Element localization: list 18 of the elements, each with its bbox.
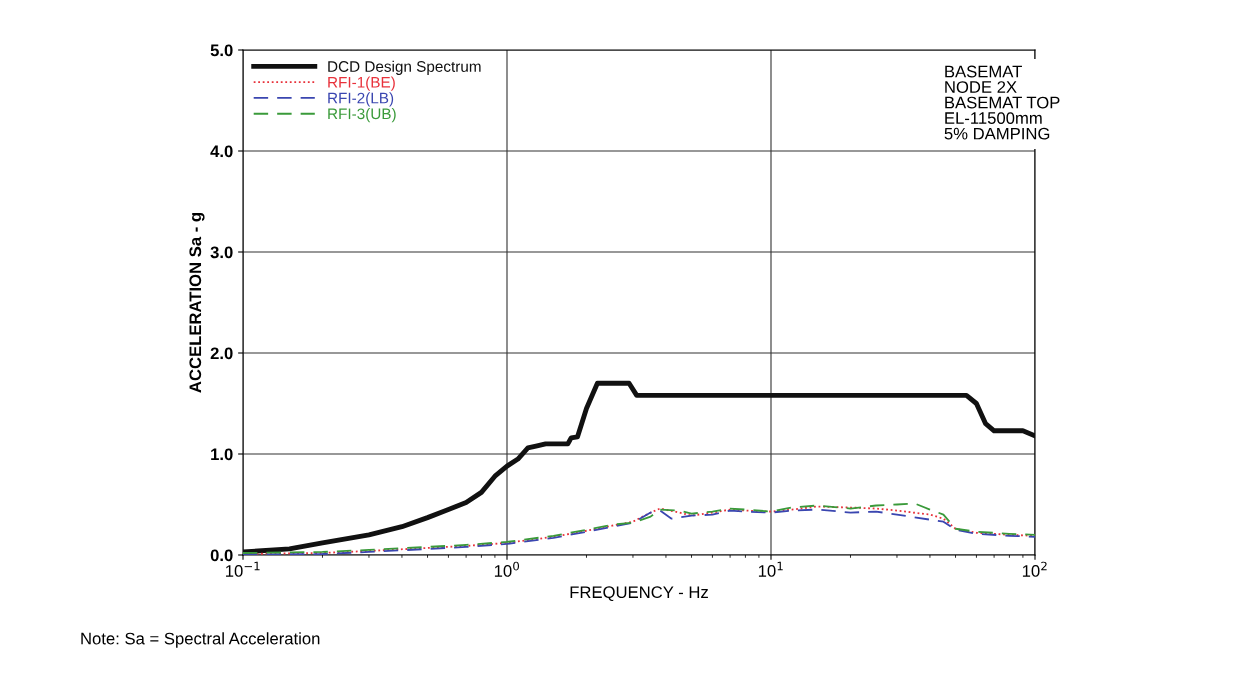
legend-label: RFI-1(BE)	[328, 76, 395, 91]
x-tick-label: 10$^{0}$	[494, 561, 520, 577]
y-axis-title: ACCELERATION Sa - g	[189, 213, 205, 393]
legend-label: RFI-3(UB)	[328, 108, 396, 123]
annotation: BASEMAT NODE 2X BASEMAT TOP EL-11500mm 5% DAMPING	[944, 65, 1060, 140]
y-tick-label: 4.0	[210, 145, 233, 158]
y-tick-label: 5.0	[210, 44, 233, 57]
x-axis-title: FREQUENCY - Hz	[570, 586, 708, 602]
legend-label: DCD Design Spectrum	[328, 60, 481, 75]
y-tick-label: 2.0	[210, 347, 233, 360]
text: Note: Sa = Spectral Acceleration	[81, 632, 320, 648]
y-tick-label: 1.0	[211, 448, 233, 461]
x-tick-label: 10$^{1}$	[758, 561, 783, 577]
legend-label: RFI-2(LB)	[328, 92, 394, 107]
x-tick-label: 10$^{2}$	[1022, 561, 1047, 577]
y-tick-label: 3.0	[210, 246, 233, 259]
y-tick-label: 0.0	[210, 549, 233, 562]
x-tick-label: 10$^{−1}$	[226, 561, 260, 577]
